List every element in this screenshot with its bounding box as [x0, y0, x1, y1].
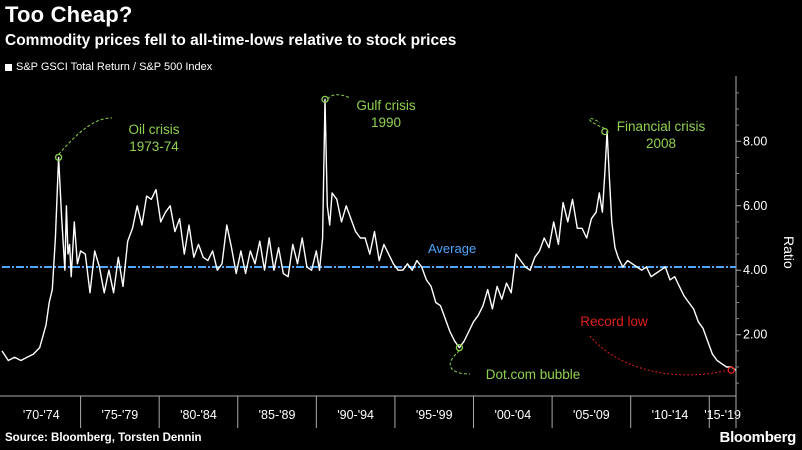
annotation-dotcom: Dot.com bubble [486, 367, 581, 382]
y-axis-label: Ratio [781, 236, 797, 269]
x-tick-label: '80-'84 [180, 408, 217, 422]
x-tick-label: '15-'19 [704, 408, 741, 422]
chart-subtitle: Commodity prices fell to all-time-lows r… [5, 32, 457, 49]
annotation-gulf-line1: Gulf crisis [356, 98, 416, 113]
annotation-financial-line1: Financial crisis [617, 119, 706, 134]
y-tick-label: 2.00 [743, 328, 767, 342]
annotation-leader [58, 117, 113, 155]
average-label: Average [428, 241, 476, 256]
axes: '70-'74 '75-'79 '80-'84 '85-'89 '90-'94 '95-'… [0, 76, 767, 428]
x-tick-label: '75-'79 [102, 408, 139, 422]
y-tick-label: 4.00 [743, 263, 767, 277]
source-note: Source: Bloomberg, Torsten Dennin [5, 432, 202, 444]
series-line [1, 98, 737, 371]
x-tick-label: '00-'04 [494, 408, 531, 422]
legend-label: S&P GSCI Total Return / S&P 500 Index [16, 61, 213, 73]
y-tick-label: 6.00 [743, 199, 767, 213]
annotations-layer [54, 94, 735, 376]
annotation-oil-line2: 1973-74 [129, 139, 179, 154]
annotation-leader [588, 117, 605, 130]
annotation-record-low: Record low [580, 314, 648, 329]
annotation-oil-line1: Oil crisis [129, 122, 180, 137]
annotation-leader [589, 335, 728, 376]
annotation-financial-line2: 2008 [646, 136, 676, 151]
series-layer [1, 98, 737, 371]
x-tick-label: '85-'89 [259, 408, 296, 422]
x-tick-label: '90-'94 [337, 408, 374, 422]
annotation-gulf-line2: 1990 [371, 115, 401, 130]
x-tick-label: '95-'99 [416, 408, 453, 422]
chart-title: Too Cheap? [5, 2, 133, 27]
legend: S&P GSCI Total Return / S&P 500 Index [5, 61, 212, 73]
y-tick-label: 8.00 [743, 134, 767, 148]
x-tick-label: '05-'09 [573, 408, 610, 422]
annotation-leader [449, 350, 471, 375]
x-tick-label: '70-'74 [23, 408, 60, 422]
x-tick-label: '10-'14 [652, 408, 689, 422]
annotation-marker [727, 366, 735, 374]
bloomberg-logo: Bloomberg [719, 429, 797, 446]
annotation-leader [327, 94, 351, 100]
legend-swatch [5, 63, 12, 71]
